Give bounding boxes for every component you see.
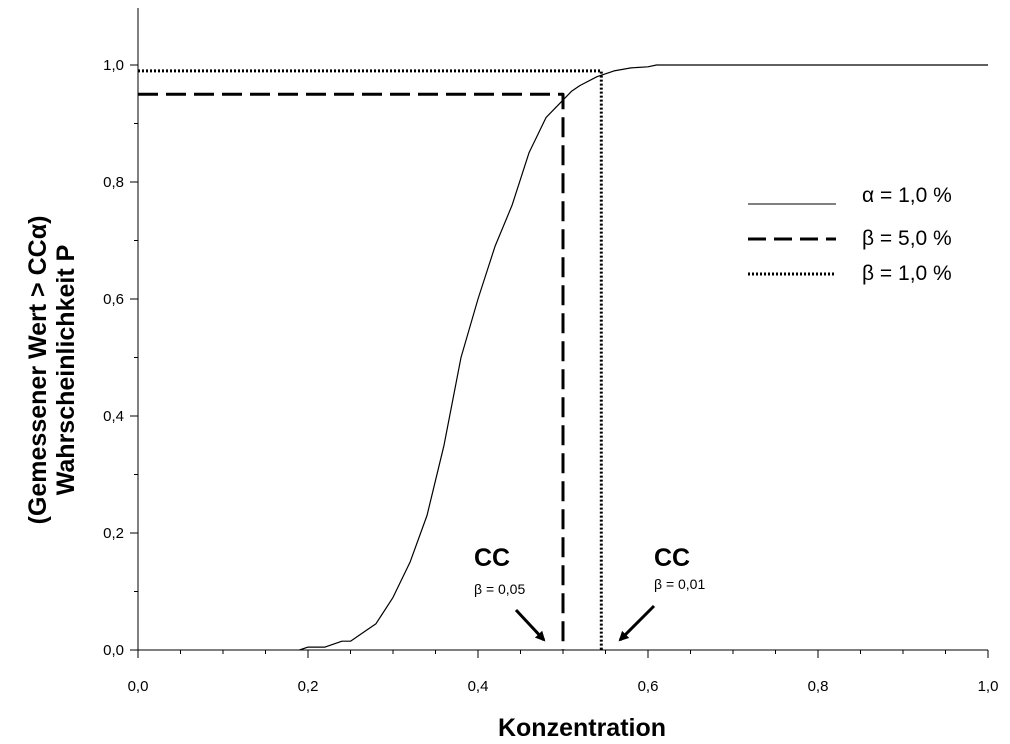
y-tick-label: 1,0 [103, 57, 124, 74]
y-tick-label: 0,6 [103, 291, 124, 308]
x-tick-label: 0,4 [468, 678, 489, 695]
annotation-cc-label: CC [474, 544, 510, 572]
y-axis-title-line1: (Gemessener Wert > CCα) [24, 216, 52, 525]
x-tick-label: 0,6 [638, 678, 659, 695]
y-axis-title-line2: Wahrscheinlichkeit P [52, 245, 80, 496]
tick-labels: 0,0 0,2 0,4 0,6 0,8 1,0 0,0 0,2 0,4 0,6 0,8 1,0 [103, 57, 998, 695]
annotation-cc-subscript: β = 0,05 [474, 581, 525, 597]
series-line-solid [299, 64, 988, 651]
legend: α = 1,0 % β = 5,0 % β = 1,0 % [748, 184, 952, 285]
annotation-arrow [514, 608, 546, 642]
annotation-cc-beta-005: CC β = 0,05 [474, 544, 546, 642]
ticks [130, 64, 989, 658]
annotation-arrow [618, 604, 656, 642]
annotation-cc-label: CC [654, 544, 690, 572]
y-tick-label: 0,8 [103, 174, 124, 191]
annotation-cc-beta-001: CC β = 0,01 [618, 544, 705, 642]
annotation-cc-subscript: β = 0,01 [654, 576, 705, 592]
x-tick-label: 0,0 [128, 678, 149, 695]
series-line-dotted [138, 69, 603, 650]
y-tick-label: 0,4 [103, 408, 124, 425]
x-tick-label: 1,0 [978, 678, 999, 695]
x-tick-label: 0,8 [808, 678, 829, 695]
x-axis-title: Konzentration [498, 714, 666, 742]
legend-label-beta5: β = 5,0 % [862, 227, 952, 250]
series-layer [138, 64, 988, 651]
y-tick-label: 0,2 [103, 525, 124, 542]
legend-label-alpha: α = 1,0 % [862, 184, 952, 207]
legend-label-beta1: β = 1,0 % [862, 262, 952, 285]
x-tick-label: 0,2 [298, 678, 319, 695]
y-tick-label: 0,0 [103, 642, 124, 659]
series-line-dashed [138, 92, 565, 650]
